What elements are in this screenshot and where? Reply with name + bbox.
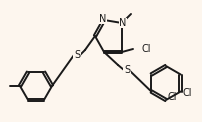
Text: Cl: Cl bbox=[141, 44, 150, 54]
Text: Cl: Cl bbox=[168, 92, 178, 102]
Text: S: S bbox=[74, 50, 80, 60]
Text: S: S bbox=[124, 65, 130, 75]
Text: N: N bbox=[119, 18, 127, 28]
Text: Cl: Cl bbox=[183, 88, 192, 98]
Text: N: N bbox=[99, 14, 107, 24]
